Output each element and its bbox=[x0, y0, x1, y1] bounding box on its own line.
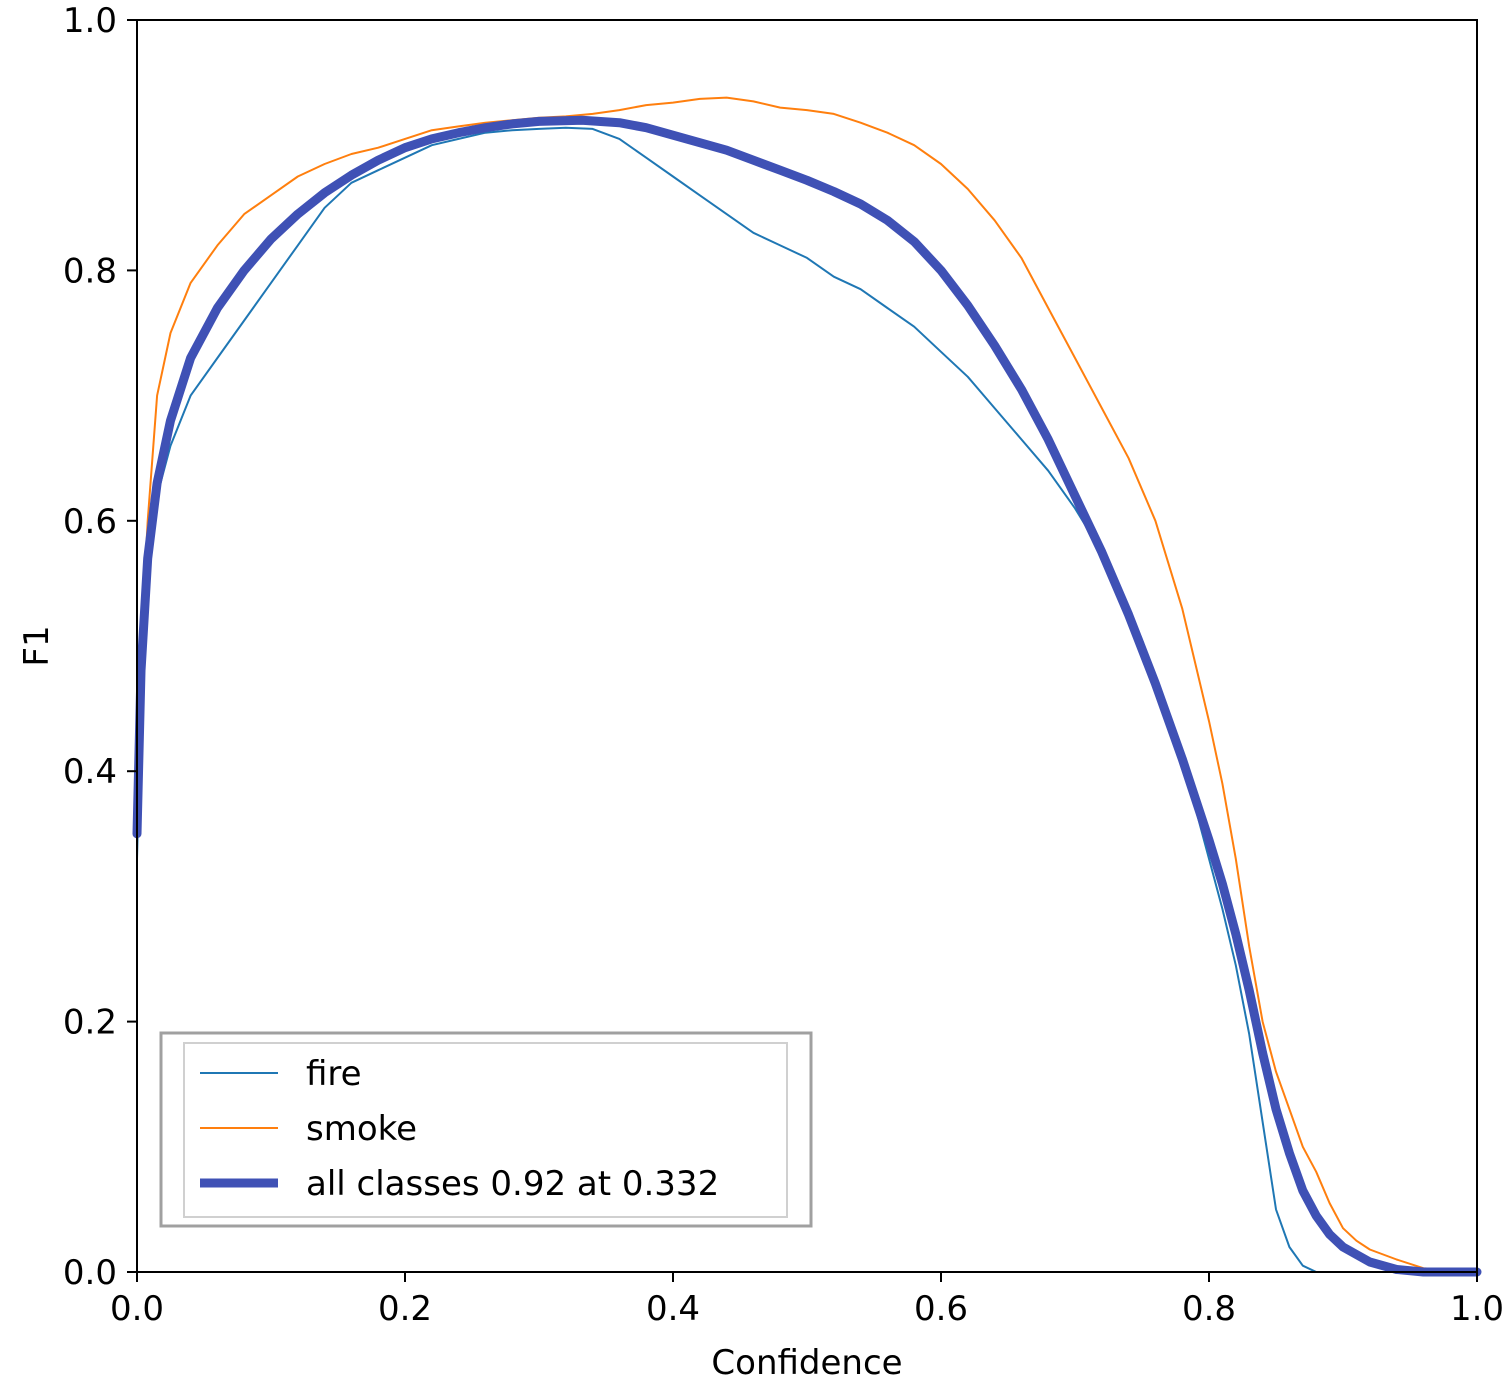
y-tick-label: 0.6 bbox=[63, 502, 117, 542]
legend-label-smoke: smoke bbox=[306, 1109, 417, 1149]
x-tick-label: 0.6 bbox=[914, 1289, 968, 1329]
x-tick-label: 0.8 bbox=[1182, 1289, 1236, 1329]
series-layer bbox=[132, 96, 1482, 1277]
legend-label-all: all classes 0.92 at 0.332 bbox=[306, 1164, 719, 1204]
y-tick-label: 0.2 bbox=[63, 1003, 117, 1043]
x-tick-label: 0.4 bbox=[646, 1289, 700, 1329]
y-tick-label: 1.0 bbox=[63, 1, 117, 41]
series-line-fire bbox=[136, 126, 1478, 1273]
legend-label-fire: fire bbox=[306, 1054, 362, 1094]
legend: fire smoke all classes 0.92 at 0.332 bbox=[159, 1031, 813, 1228]
plot-frame bbox=[136, 19, 1478, 1273]
y-tick-label: 0.0 bbox=[63, 1253, 117, 1293]
y-axis-title: F1 bbox=[17, 625, 57, 666]
y-tick-label: 0.4 bbox=[63, 752, 117, 792]
y-tick-label: 0.8 bbox=[63, 251, 117, 291]
legend-frame-inner bbox=[183, 1042, 788, 1218]
y-axis-ticks: 0.0 0.2 0.4 0.6 0.8 1.0 bbox=[63, 1, 137, 1293]
x-tick-label: 0.0 bbox=[110, 1289, 164, 1329]
x-tick-label: 1.0 bbox=[1450, 1289, 1504, 1329]
series-line-all bbox=[132, 115, 1482, 1277]
x-axis-title: Confidence bbox=[711, 1343, 902, 1383]
legend-items: fire smoke all classes 0.92 at 0.332 bbox=[200, 1054, 719, 1204]
x-tick-label: 0.2 bbox=[378, 1289, 432, 1329]
x-axis-ticks: 0.0 0.2 0.4 0.6 0.8 1.0 bbox=[110, 1272, 1504, 1329]
series-line-smoke bbox=[136, 96, 1478, 1273]
